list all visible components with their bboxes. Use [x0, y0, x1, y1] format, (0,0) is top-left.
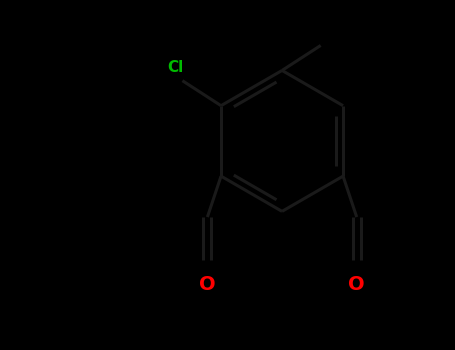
Text: O: O [349, 275, 365, 294]
Text: Cl: Cl [167, 60, 184, 75]
Text: O: O [199, 275, 216, 294]
